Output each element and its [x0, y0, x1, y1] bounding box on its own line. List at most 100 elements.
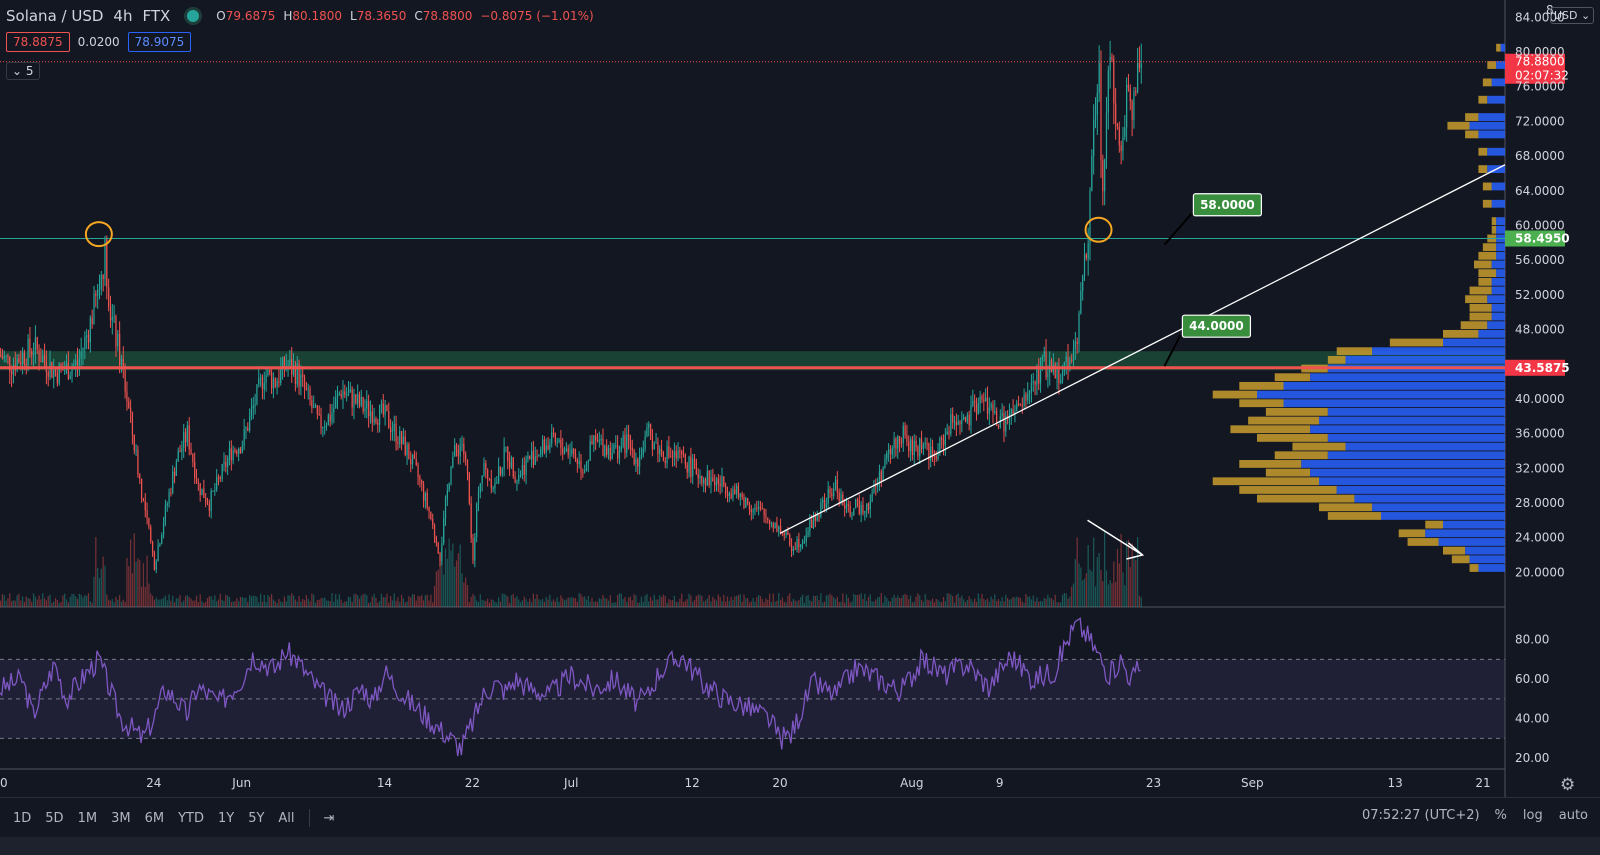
volume-bar — [281, 602, 284, 607]
volume-profile-up — [1487, 95, 1505, 104]
timeframe-5y[interactable]: 5Y — [248, 810, 265, 826]
currency-select[interactable]: USD ⌄ — [1550, 7, 1595, 24]
volume-profile-up — [1319, 477, 1505, 486]
volume-bar — [626, 601, 628, 607]
symbol-name[interactable]: Solana / USD — [6, 7, 104, 25]
candle-body — [911, 439, 914, 456]
candle-body — [351, 389, 353, 408]
volume-bar — [540, 600, 542, 607]
volume-bar — [263, 594, 265, 607]
timeframe-3m[interactable]: 3M — [111, 810, 131, 826]
volume-bar — [988, 601, 990, 607]
candle-body — [578, 460, 580, 464]
buy-price-button[interactable]: 78.9075 — [127, 32, 192, 52]
volume-bar — [928, 600, 930, 607]
candle-body — [942, 439, 945, 446]
candle-body — [84, 336, 86, 349]
volume-bar — [651, 600, 654, 607]
candle-body — [961, 419, 963, 425]
volume-bar — [507, 596, 509, 607]
candle-body — [146, 510, 148, 518]
volume-bar — [1091, 571, 1093, 607]
interval-label[interactable]: 4h — [113, 7, 133, 25]
candle-body — [474, 536, 476, 561]
volume-bar — [855, 594, 857, 607]
volume-bar — [955, 594, 957, 607]
volume-bar — [906, 594, 908, 607]
candle-body — [249, 415, 251, 431]
candle-body — [1098, 63, 1100, 93]
candle-body — [754, 507, 756, 511]
candle-body — [7, 355, 9, 357]
candle-body — [358, 394, 361, 406]
candle-body — [554, 433, 556, 442]
timeframe-1y[interactable]: 1Y — [217, 810, 235, 826]
candle-body — [1116, 123, 1119, 128]
candle-body — [851, 515, 853, 517]
volume-bar — [157, 599, 159, 607]
candle-body — [223, 461, 225, 464]
timeframe-6m[interactable]: 6M — [144, 810, 165, 826]
sell-price-button[interactable]: 78.8875 — [6, 32, 70, 52]
volume-bar — [119, 595, 121, 607]
auto-scale-button[interactable]: auto — [1558, 808, 1588, 823]
volume-bar — [800, 596, 802, 607]
candle-body — [408, 444, 410, 460]
volume-bar — [981, 593, 983, 607]
candle-body — [195, 477, 198, 482]
volume-bar — [318, 599, 320, 607]
volume-profile-up — [1491, 303, 1505, 312]
percent-scale-button[interactable]: % — [1494, 808, 1507, 823]
volume-bar — [1076, 537, 1078, 607]
volume-bar — [320, 598, 322, 607]
volume-bar — [627, 597, 630, 607]
volume-bar — [882, 602, 884, 607]
volume-profile-up — [1425, 529, 1505, 538]
candle-body — [346, 395, 348, 397]
timeframe-all[interactable]: All — [278, 810, 295, 826]
volume-bar — [629, 596, 632, 607]
volume-profile-down — [1465, 295, 1488, 304]
candle-body — [699, 475, 701, 479]
candle-body — [452, 456, 454, 468]
volume-bar — [547, 599, 549, 607]
candle-body — [457, 449, 459, 457]
volume-bar — [212, 599, 214, 607]
volume-bar — [963, 599, 965, 607]
volume-bar — [745, 598, 747, 607]
volume-bar — [706, 598, 708, 607]
candle-body — [675, 451, 677, 459]
volume-bar — [681, 593, 683, 607]
timeframe-1m[interactable]: 1M — [77, 810, 98, 826]
candle-body — [1094, 115, 1097, 120]
clock-readout[interactable]: 07:52:27 (UTC+2) — [1362, 808, 1480, 823]
volume-bar — [80, 594, 82, 607]
volume-bar — [768, 593, 771, 607]
candle-body — [831, 493, 833, 497]
candle-body — [659, 448, 661, 455]
candle-body — [1140, 63, 1142, 69]
candle-body — [917, 447, 919, 457]
volume-profile-down — [1487, 61, 1497, 69]
volume-bar — [501, 593, 503, 607]
candle-body — [538, 454, 540, 457]
volume-bar — [915, 596, 917, 607]
timeframe-1d[interactable]: 1D — [13, 810, 32, 826]
volume-bar — [752, 598, 754, 607]
timeframe-ytd[interactable]: YTD — [178, 810, 204, 826]
candle-body — [897, 436, 899, 449]
log-scale-button[interactable]: log — [1522, 808, 1543, 823]
volume-bar — [924, 593, 926, 607]
candle-body — [34, 337, 37, 354]
settings-gear-icon[interactable]: ⚙ — [1560, 775, 1576, 795]
volume-bar — [754, 601, 756, 607]
candle-body — [109, 306, 112, 321]
volume-bar — [155, 597, 157, 607]
candle-body — [368, 400, 370, 417]
close-value: 78.8800 — [422, 9, 473, 23]
timeframe-5d[interactable]: 5D — [45, 810, 64, 826]
indicators-toggle[interactable]: ⌄ 5 — [6, 62, 40, 80]
calendar-range-icon[interactable]: ⇥ — [323, 810, 335, 826]
volume-bar — [161, 598, 163, 607]
